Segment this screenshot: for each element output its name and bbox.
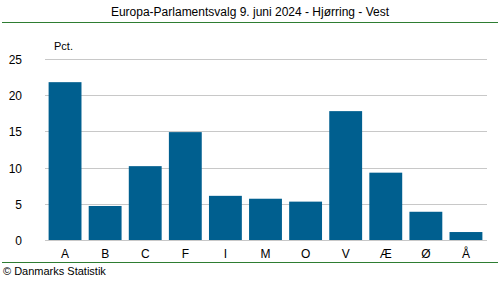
chart: Europa-Parlamentsvalg 9. juni 2024 - Hjø… (0, 0, 500, 282)
bar (49, 82, 82, 240)
grid-line (45, 131, 487, 132)
bar (369, 173, 402, 240)
bar (89, 206, 122, 240)
grid-line (45, 240, 487, 241)
y-tick-label: 5 (15, 198, 22, 212)
x-tick-label: Å (462, 246, 470, 261)
grid-line (45, 95, 487, 96)
x-tick-label: B (101, 247, 109, 261)
x-tick-label: V (342, 247, 350, 261)
x-tick-label: I (224, 247, 227, 261)
x-axis-line (45, 240, 487, 241)
x-tick-label: Æ (380, 247, 392, 261)
title: Europa-Parlamentsvalg 9. juni 2024 - Hjø… (111, 5, 390, 19)
y-tick-label: 25 (9, 53, 23, 67)
bar (129, 166, 162, 240)
x-tick-label: F (182, 247, 189, 261)
header-rule (2, 22, 498, 23)
x-tick-label: O (301, 247, 310, 261)
bar (450, 232, 483, 240)
y-tick-label: 10 (9, 162, 23, 176)
bar (329, 111, 362, 240)
y-tick-label: 20 (9, 89, 23, 103)
x-tick-label: M (261, 247, 271, 261)
bar (289, 202, 322, 240)
bar (409, 212, 442, 240)
y-axis-label: Pct. (54, 40, 73, 52)
x-tick-label: Ø (421, 247, 430, 261)
grid-line (45, 168, 487, 169)
footer-rule (2, 262, 498, 263)
bar (209, 196, 242, 240)
grid-line (45, 59, 487, 60)
source: © Danmarks Statistik (3, 265, 106, 277)
y-tick-label: 0 (15, 234, 22, 248)
bar (249, 199, 282, 240)
x-tick-label: A (61, 247, 69, 261)
bar (169, 132, 202, 240)
x-tick-label: C (141, 247, 150, 261)
bars (49, 82, 483, 240)
y-tick-label: 15 (9, 125, 23, 139)
